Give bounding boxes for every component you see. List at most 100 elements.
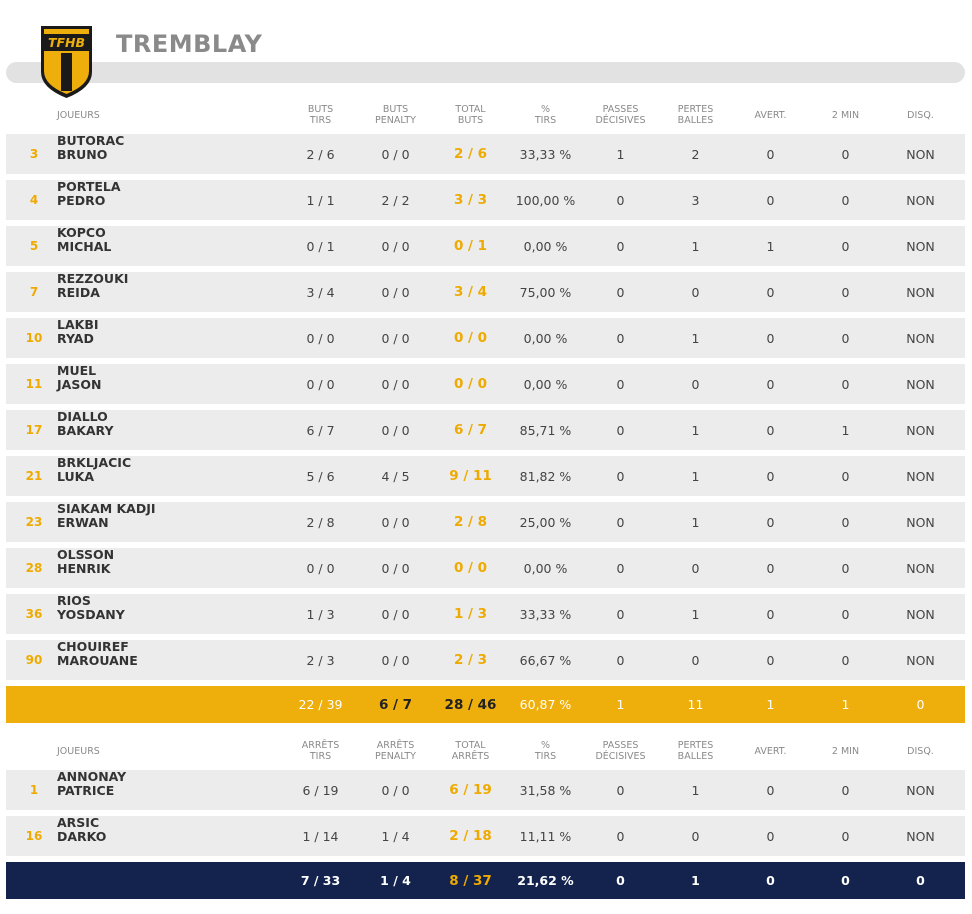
cell-pct: 0,00 %: [523, 560, 568, 576]
cell-pertes: 0: [691, 560, 700, 576]
player-last-name: OLSSON: [57, 547, 115, 562]
player-name[interactable]: PORTELA PEDRO: [57, 180, 257, 220]
player-name[interactable]: ARSIC DARKO: [57, 816, 257, 856]
total-2min: 0: [841, 873, 850, 888]
player-name[interactable]: RIOS YOSDANY: [57, 594, 257, 634]
cell-disq: NON: [906, 422, 935, 438]
cell-2min: 0: [841, 238, 850, 254]
table-row[interactable]: 7 REZZOUKI REIDA 3 / 4 0 / 0 3 / 4 75,00 % 0 0 0 0…: [6, 272, 965, 312]
player-name[interactable]: OLSSON HENRIK: [57, 548, 257, 588]
table-row[interactable]: 28 OLSSON HENRIK 0 / 0 0 / 0 0 / 0 0,00 % 0 0 0 0 N…: [6, 548, 965, 588]
player-first-name: RYAD: [57, 331, 94, 346]
cell-penalty: 1 / 4: [381, 828, 410, 844]
cell-2min: 0: [841, 652, 850, 668]
cell-pertes: 1: [691, 330, 700, 346]
cell-2min: 0: [841, 514, 850, 530]
player-name[interactable]: REZZOUKI REIDA: [57, 272, 257, 312]
player-first-name: LUKA: [57, 469, 95, 484]
cell-pct: 0,00 %: [523, 238, 568, 254]
goalies-header-row: JOUEURS ARRÊTS TIRS ARRÊTS PENALTY TOTAL…: [6, 732, 965, 770]
table-row[interactable]: 11 MUEL JASON 0 / 0 0 / 0 0 / 0 0,00 % 0 0 0 0 NON: [6, 364, 965, 404]
total-arrets-tirs: 7 / 33: [300, 873, 341, 888]
total-pertes: 1: [691, 873, 700, 888]
table-row[interactable]: 23 SIAKAM KADJI ERWAN 2 / 8 0 / 0 2 / 8 25,00 …: [6, 502, 965, 542]
col-total-buts: TOTAL BUTS: [455, 104, 486, 126]
player-name[interactable]: KOPCO MICHAL: [57, 226, 257, 266]
total-passes: 0: [616, 873, 625, 888]
cell-pct: 31,58 %: [519, 782, 572, 798]
goalies-body: 1 ANNONAY PATRICE 6 / 19 0 / 0 6 / 19 31,58 % 0…: [6, 770, 965, 856]
total-avert: 0: [766, 873, 775, 888]
cell-disq: NON: [906, 284, 935, 300]
cell-total: 0 / 0: [453, 376, 488, 392]
cell-pertes: 1: [691, 514, 700, 530]
cell-penalty: 4 / 5: [381, 468, 410, 484]
player-name[interactable]: SIAKAM KADJI ERWAN: [57, 502, 257, 542]
cell-tirs: 0 / 0: [306, 376, 335, 392]
player-name[interactable]: ANNONAY PATRICE: [57, 770, 257, 810]
total-pertes: 11: [687, 697, 704, 712]
player-number: 16: [25, 829, 43, 843]
cell-pertes: 1: [691, 782, 700, 798]
player-first-name: ERWAN: [57, 515, 109, 530]
cell-tirs: 0 / 0: [306, 560, 335, 576]
cell-avert: 0: [766, 782, 775, 798]
cell-avert: 0: [766, 376, 775, 392]
player-number: 7: [29, 285, 39, 299]
cell-pct: 33,33 %: [519, 606, 572, 622]
cell-tirs: 2 / 8: [306, 514, 335, 530]
cell-total: 0 / 0: [453, 560, 488, 576]
cell-2min: 1: [841, 422, 850, 438]
total-buts-tirs: 22 / 39: [298, 697, 343, 712]
cell-avert: 0: [766, 146, 775, 162]
cell-total: 9 / 11: [449, 468, 492, 484]
team-logo[interactable]: TFHB: [38, 24, 95, 100]
player-last-name: CHOUIREF: [57, 639, 129, 654]
table-row[interactable]: 16 ARSIC DARKO 1 / 14 1 / 4 2 / 18 11,11 % 0 0 0 0…: [6, 816, 965, 856]
cell-passes: 0: [616, 192, 625, 208]
player-first-name: YOSDANY: [57, 607, 125, 622]
player-name[interactable]: CHOUIREF MAROUANE: [57, 640, 257, 680]
cell-tirs: 1 / 3: [306, 606, 335, 622]
player-name[interactable]: BUTORAC BRUNO: [57, 134, 257, 174]
player-last-name: DIALLO: [57, 409, 108, 424]
cell-disq: NON: [906, 376, 935, 392]
player-last-name: MUEL: [57, 363, 97, 378]
total-pct: 21,62 %: [517, 873, 574, 888]
cell-tirs: 0 / 0: [306, 330, 335, 346]
player-name[interactable]: BRKLJACIC LUKA: [57, 456, 257, 496]
player-first-name: BAKARY: [57, 423, 114, 438]
player-first-name: BRUNO: [57, 147, 108, 162]
player-name[interactable]: MUEL JASON: [57, 364, 257, 404]
player-last-name: ARSIC: [57, 815, 100, 830]
cell-2min: 0: [841, 330, 850, 346]
cell-avert: 0: [766, 284, 775, 300]
table-row[interactable]: 4 PORTELA PEDRO 1 / 1 2 / 2 3 / 3 100,00 % 0 3 0 0…: [6, 180, 965, 220]
table-row[interactable]: 17 DIALLO BAKARY 6 / 7 0 / 0 6 / 7 85,71 % 0 1 0 1…: [6, 410, 965, 450]
col-passes: PASSES DÉCISIVES: [595, 740, 646, 762]
cell-total: 1 / 3: [453, 606, 488, 622]
cell-disq: NON: [906, 146, 935, 162]
player-name[interactable]: DIALLO BAKARY: [57, 410, 257, 450]
table-row[interactable]: 36 RIOS YOSDANY 1 / 3 0 / 0 1 / 3 33,33 % 0 1 0 0 N…: [6, 594, 965, 634]
cell-pertes: 2: [691, 146, 700, 162]
cell-penalty: 2 / 2: [381, 192, 410, 208]
player-number: 23: [25, 515, 43, 529]
cell-avert: 0: [766, 422, 775, 438]
player-name[interactable]: LAKBI RYAD: [57, 318, 257, 358]
player-number: 4: [29, 193, 39, 207]
cell-disq: NON: [906, 330, 935, 346]
cell-disq: NON: [906, 652, 935, 668]
table-row[interactable]: 90 CHOUIREF MAROUANE 2 / 3 0 / 0 2 / 3 66,67 %…: [6, 640, 965, 680]
cell-avert: 0: [766, 192, 775, 208]
table-row[interactable]: 3 BUTORAC BRUNO 2 / 6 0 / 0 2 / 6 33,33 % 1 2 0 0 N…: [6, 134, 965, 174]
cell-penalty: 0 / 0: [381, 376, 410, 392]
table-row[interactable]: 5 KOPCO MICHAL 0 / 1 0 / 0 0 / 1 0,00 % 0 1 1 0 NON: [6, 226, 965, 266]
total-2min: 1: [841, 697, 850, 712]
table-row[interactable]: 21 BRKLJACIC LUKA 5 / 6 4 / 5 9 / 11 81,82 % 0 1…: [6, 456, 965, 496]
cell-2min: 0: [841, 606, 850, 622]
table-row[interactable]: 1 ANNONAY PATRICE 6 / 19 0 / 0 6 / 19 31,58 % 0…: [6, 770, 965, 810]
cell-total: 3 / 4: [453, 284, 488, 300]
total-penalty: 1 / 4: [380, 873, 411, 888]
